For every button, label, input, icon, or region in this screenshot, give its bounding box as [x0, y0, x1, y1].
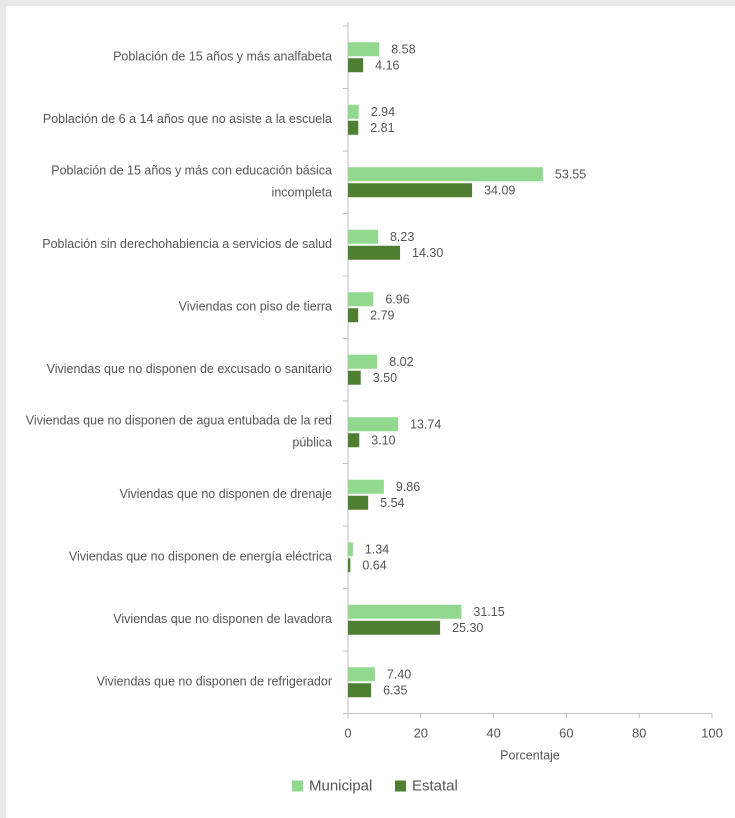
data-label: 3.50 [373, 371, 397, 385]
category-label: incompleta [272, 186, 332, 200]
bar-estatal [348, 245, 401, 260]
bar-municipal [348, 604, 462, 619]
data-label: 31.15 [473, 605, 504, 619]
category-label: Viviendas con piso de tierra [179, 300, 332, 314]
legend-swatch-estatal [395, 780, 406, 792]
data-label: 9.86 [396, 480, 420, 494]
data-label: 13.74 [410, 418, 441, 432]
x-tick-label: 0 [344, 726, 351, 741]
data-label: 25.30 [452, 621, 483, 635]
bar-estatal [348, 120, 359, 135]
data-label: 6.96 [385, 293, 409, 307]
data-label: 34.09 [484, 184, 515, 198]
bar-municipal [348, 167, 543, 182]
category-label: Viviendas que no disponen de energía elé… [69, 550, 332, 564]
chart-panel: 0 20 40 60 80 100 Porcentaje 8.58 4.16 Población … [6, 6, 735, 818]
x-tick-label: 60 [559, 726, 573, 741]
legend-label-municipal: Municipal [309, 777, 372, 794]
data-label: 5.54 [380, 496, 404, 510]
bar-municipal [348, 229, 378, 244]
legend-label-estatal: Estatal [412, 777, 458, 794]
bar-municipal [348, 417, 399, 432]
bar-municipal [348, 479, 384, 494]
bar-estatal [348, 370, 361, 385]
data-label: 2.81 [370, 121, 394, 135]
x-tick-label: 40 [486, 726, 500, 741]
data-label: 8.23 [390, 230, 414, 244]
bar-municipal [348, 42, 380, 57]
category-label: Viviendas que no disponen de drenaje [120, 487, 332, 501]
bar-estatal [348, 58, 364, 73]
category-label: Población sin derechohabiencia a servici… [42, 237, 332, 251]
bar-municipal [348, 354, 378, 369]
bar-estatal [348, 433, 360, 448]
x-axis-title: Porcentaje [500, 749, 560, 763]
data-label: 2.79 [370, 309, 394, 323]
category-label: Población de 6 a 14 años que no asiste a… [43, 112, 332, 126]
bar-municipal [348, 104, 359, 119]
data-label: 2.94 [371, 105, 395, 119]
bar-estatal [348, 183, 473, 198]
bar-chart: 0 20 40 60 80 100 Porcentaje 8.58 4.16 Población … [26, 22, 723, 794]
legend-swatch-municipal [292, 780, 303, 792]
x-tick-label: 100 [701, 726, 723, 741]
data-label: 4.16 [375, 59, 399, 73]
bar-estatal [348, 308, 359, 323]
data-label: 0.64 [362, 559, 386, 573]
category-label: Viviendas que no disponen de agua entuba… [26, 414, 332, 428]
bar-municipal [348, 292, 374, 307]
category-label: Viviendas que no disponen de excusado o … [47, 362, 332, 376]
data-label: 6.35 [383, 684, 407, 698]
bar-estatal [348, 495, 369, 510]
category-label: Viviendas que no disponen de refrigerado… [97, 675, 332, 689]
data-label: 1.34 [365, 543, 389, 557]
x-tick-label: 20 [414, 726, 428, 741]
data-label: 14.30 [412, 246, 443, 260]
data-label: 8.58 [391, 43, 415, 57]
data-label: 7.40 [387, 668, 411, 682]
category-label: Población de 15 años y más con educación… [51, 164, 332, 178]
bar-municipal [348, 667, 375, 682]
category-label: Viviendas que no disponen de lavadora [113, 612, 332, 626]
bar-estatal [348, 683, 372, 698]
category-label: pública [292, 436, 332, 450]
bar-estatal [348, 620, 441, 635]
data-label: 3.10 [371, 434, 395, 448]
bar-municipal [348, 542, 353, 557]
data-label: 53.55 [555, 168, 586, 182]
bar-estatal [348, 558, 351, 573]
category-label: Población de 15 años y más analfabeta [113, 50, 332, 64]
x-tick-label: 80 [632, 726, 646, 741]
data-label: 8.02 [389, 355, 413, 369]
